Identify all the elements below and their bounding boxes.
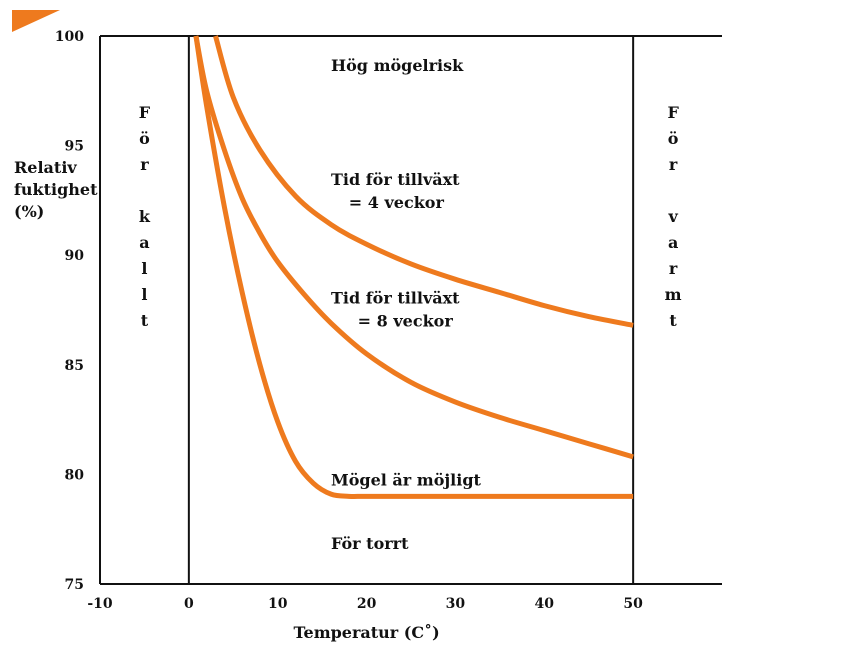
y-axis-title-line: Relativ — [14, 158, 77, 177]
side-label-for-kallt-letter: l — [141, 259, 147, 278]
side-label-for-varmt-letter: r — [669, 259, 678, 278]
y-tick-label: 80 — [65, 467, 85, 483]
side-label-for-varmt-letter: a — [668, 233, 678, 252]
x-tick-label: 30 — [446, 596, 466, 612]
annotation-tid-4-veckor: = 4 veckor — [349, 193, 445, 212]
annotation-tid-4-veckor: Tid för tillväxt — [331, 170, 460, 189]
side-label-for-kallt-letter: k — [139, 207, 151, 226]
annotation-tid-8-veckor: = 8 veckor — [358, 311, 454, 330]
side-label-for-kallt-letter: t — [141, 311, 149, 330]
y-tick-label: 95 — [65, 139, 84, 155]
side-label-for-kallt-letter: ö — [139, 129, 150, 148]
annotation-hog-mogelrisk: Hög mögelrisk — [331, 56, 464, 75]
x-tick-label: 50 — [623, 596, 643, 612]
axes — [99, 35, 722, 585]
curves — [193, 35, 634, 499]
side-label-for-varmt-letter: ö — [668, 129, 679, 148]
y-tick-label: 100 — [55, 29, 84, 45]
annotation-tid-8-veckor: Tid för tillväxt — [331, 288, 460, 307]
side-label-for-varmt-letter: r — [669, 155, 678, 174]
y-axis-title-line: fuktighet — [14, 180, 98, 199]
curve-2 — [193, 35, 634, 460]
side-label-for-kallt-letter: a — [139, 233, 149, 252]
x-tick-label: 40 — [535, 596, 555, 612]
side-label-for-varmt-letter: F — [667, 103, 679, 122]
corner-mark-icon — [12, 10, 60, 32]
x-axis-title: Temperatur (C˚) — [293, 622, 439, 642]
y-tick-label: 90 — [65, 248, 85, 264]
x-tick-label: 10 — [268, 596, 288, 612]
y-tick-label: 75 — [65, 577, 84, 593]
side-label-for-varmt-letter: m — [665, 285, 682, 304]
annotation-for-torrt: För torrt — [331, 534, 409, 553]
y-axis-title-line: (%) — [14, 202, 44, 221]
curve-3 — [193, 35, 634, 499]
side-label-for-kallt-letter: r — [140, 155, 149, 174]
labels: -10 0 10 20 30 40 50 75 80 85 90 95 100 Temperatur (C… — [14, 29, 682, 642]
x-tick-label: -10 — [87, 596, 113, 612]
side-label-for-kallt-letter: l — [141, 285, 147, 304]
x-tick-label: 20 — [357, 596, 377, 612]
side-label-for-varmt-letter: t — [669, 311, 677, 330]
side-label-for-varmt-letter: v — [667, 207, 678, 226]
curve-1 — [213, 35, 634, 328]
annotation-mogel-ar-mojligt: Mögel är möjligt — [331, 470, 482, 489]
y-tick-label: 85 — [65, 358, 84, 374]
side-label-for-kallt-letter: F — [139, 103, 151, 122]
x-tick-label: 0 — [184, 596, 194, 612]
